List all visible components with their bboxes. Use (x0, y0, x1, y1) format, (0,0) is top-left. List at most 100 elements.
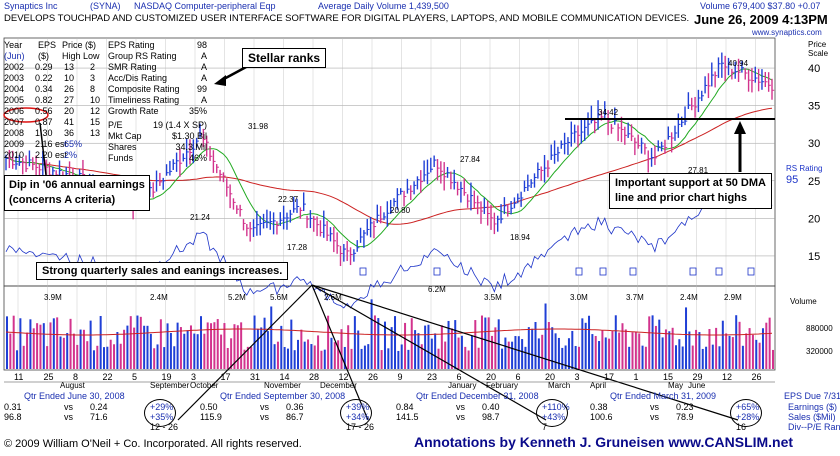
volume-bar (196, 334, 199, 369)
day-label: 20 (545, 372, 555, 382)
fund-label: Shares (108, 142, 137, 152)
quarterly-table: Qtr Ended June 30, 2008 0.31 vs 0.24 +29% 96.… (4, 391, 840, 435)
volume-bar (678, 339, 681, 369)
annual-year: 2007 (4, 117, 25, 127)
annual-year: 2004 (4, 84, 25, 94)
annual-high: 41 (64, 117, 75, 127)
volume-bar (741, 345, 744, 369)
volume-bar (323, 349, 326, 369)
volume-bar (283, 347, 286, 369)
annual-low: 13 (90, 128, 101, 138)
volume-bar (654, 325, 657, 369)
volume-bar (601, 330, 604, 369)
volume-bar (691, 345, 694, 369)
volume-bar (574, 345, 577, 369)
volume-bar (89, 320, 92, 369)
sub-eps: ($) (38, 51, 49, 61)
volume-bar (300, 329, 303, 369)
volume-label: 2.4M (150, 293, 168, 302)
price-tick: 15 (808, 251, 820, 263)
price-label: 17.28 (287, 243, 308, 252)
quarter-eps-prior: 0.40 (482, 402, 500, 412)
volume-bar (143, 325, 146, 369)
price-label: 40.94 (728, 59, 749, 68)
volume-label: 6.2M (428, 285, 446, 294)
volume-ma-line (5, 328, 773, 336)
volume-bar (698, 332, 701, 369)
hdr-price: Price ($) (62, 40, 97, 50)
volume-bar (725, 333, 728, 369)
volume-bar (487, 317, 490, 369)
quarter-title: Qtr Ended March 31, 2009 (610, 391, 717, 401)
volume-bar (92, 350, 95, 369)
volume-bar (745, 333, 748, 369)
quarter-sales-prior: 71.6 (90, 412, 108, 422)
sub-year: (Jun) (4, 51, 25, 61)
annual-year: 2009 (4, 139, 25, 149)
volume-bar (537, 338, 540, 369)
volume-bar (22, 345, 25, 369)
price-label: 21.24 (190, 213, 211, 222)
volume-bar (126, 325, 129, 369)
volume-bar (567, 338, 570, 369)
volume-bar (66, 332, 69, 369)
quarter-sales: 100.6 (590, 412, 613, 422)
volume-bar (621, 323, 624, 369)
price-label: 27.84 (460, 155, 481, 164)
vs-label: vs (260, 402, 269, 412)
strong-lines (177, 284, 739, 421)
website-link[interactable]: www.synaptics.com (752, 28, 822, 37)
annual-high: 13 (64, 62, 75, 72)
volume-bar (671, 327, 674, 369)
volume-bar (203, 333, 206, 369)
volume-bar (735, 315, 738, 369)
volume-bar (106, 346, 109, 369)
day-label: 14 (280, 372, 290, 382)
rating-label: SMR Rating (108, 62, 157, 72)
volume-bar (531, 328, 534, 369)
volume-bar (434, 333, 437, 369)
support-note: Important support at 50 DMA line and pri… (609, 173, 772, 209)
volume-label: 2.9M (724, 293, 742, 302)
volume-bar (280, 325, 283, 369)
annual-low: 15 (90, 117, 101, 127)
volume-bar (718, 346, 721, 369)
volume-bar (270, 306, 273, 369)
volume-bar (674, 345, 677, 369)
volume-bar (133, 327, 136, 369)
day-label: 3 (575, 372, 580, 382)
volume-bar (250, 346, 253, 369)
rating-label: Timeliness Rating (108, 95, 180, 105)
day-label: 9 (398, 372, 403, 382)
annual-eps: 0.56 (35, 106, 53, 116)
volume-bar (193, 333, 196, 369)
volume-bar (113, 344, 116, 369)
volume-bar (36, 323, 39, 369)
earnings-marker (689, 267, 697, 276)
dip-line-2: (concerns A criteria) (9, 194, 116, 206)
volume-bar (554, 333, 557, 369)
day-label: 17 (221, 372, 231, 382)
volume-bar (424, 325, 427, 369)
volume-bar (226, 347, 229, 369)
volume-bar (169, 333, 172, 369)
volume-bar (628, 346, 631, 369)
volume-bar (420, 344, 423, 369)
price-axis-title-2: Scale (808, 49, 829, 58)
annual-high: 26 (64, 84, 75, 94)
rating-value: 35% (188, 106, 207, 116)
volume-bar (146, 325, 149, 369)
avg-volume: Average Daily Volume 1,439,500 (318, 1, 449, 11)
day-label: 17 (604, 372, 614, 382)
earnings-marker (599, 267, 607, 276)
quarter-sales: 141.5 (396, 412, 419, 422)
volume-bar (765, 322, 768, 369)
volume-label: 2.4M (680, 293, 698, 302)
month-label: October (190, 381, 219, 390)
volume-bar (246, 346, 249, 369)
volume-tick: 320000 (806, 347, 833, 356)
volume-bar (163, 347, 166, 369)
month-label: May (668, 381, 683, 390)
fund-label: P/E (108, 120, 123, 130)
